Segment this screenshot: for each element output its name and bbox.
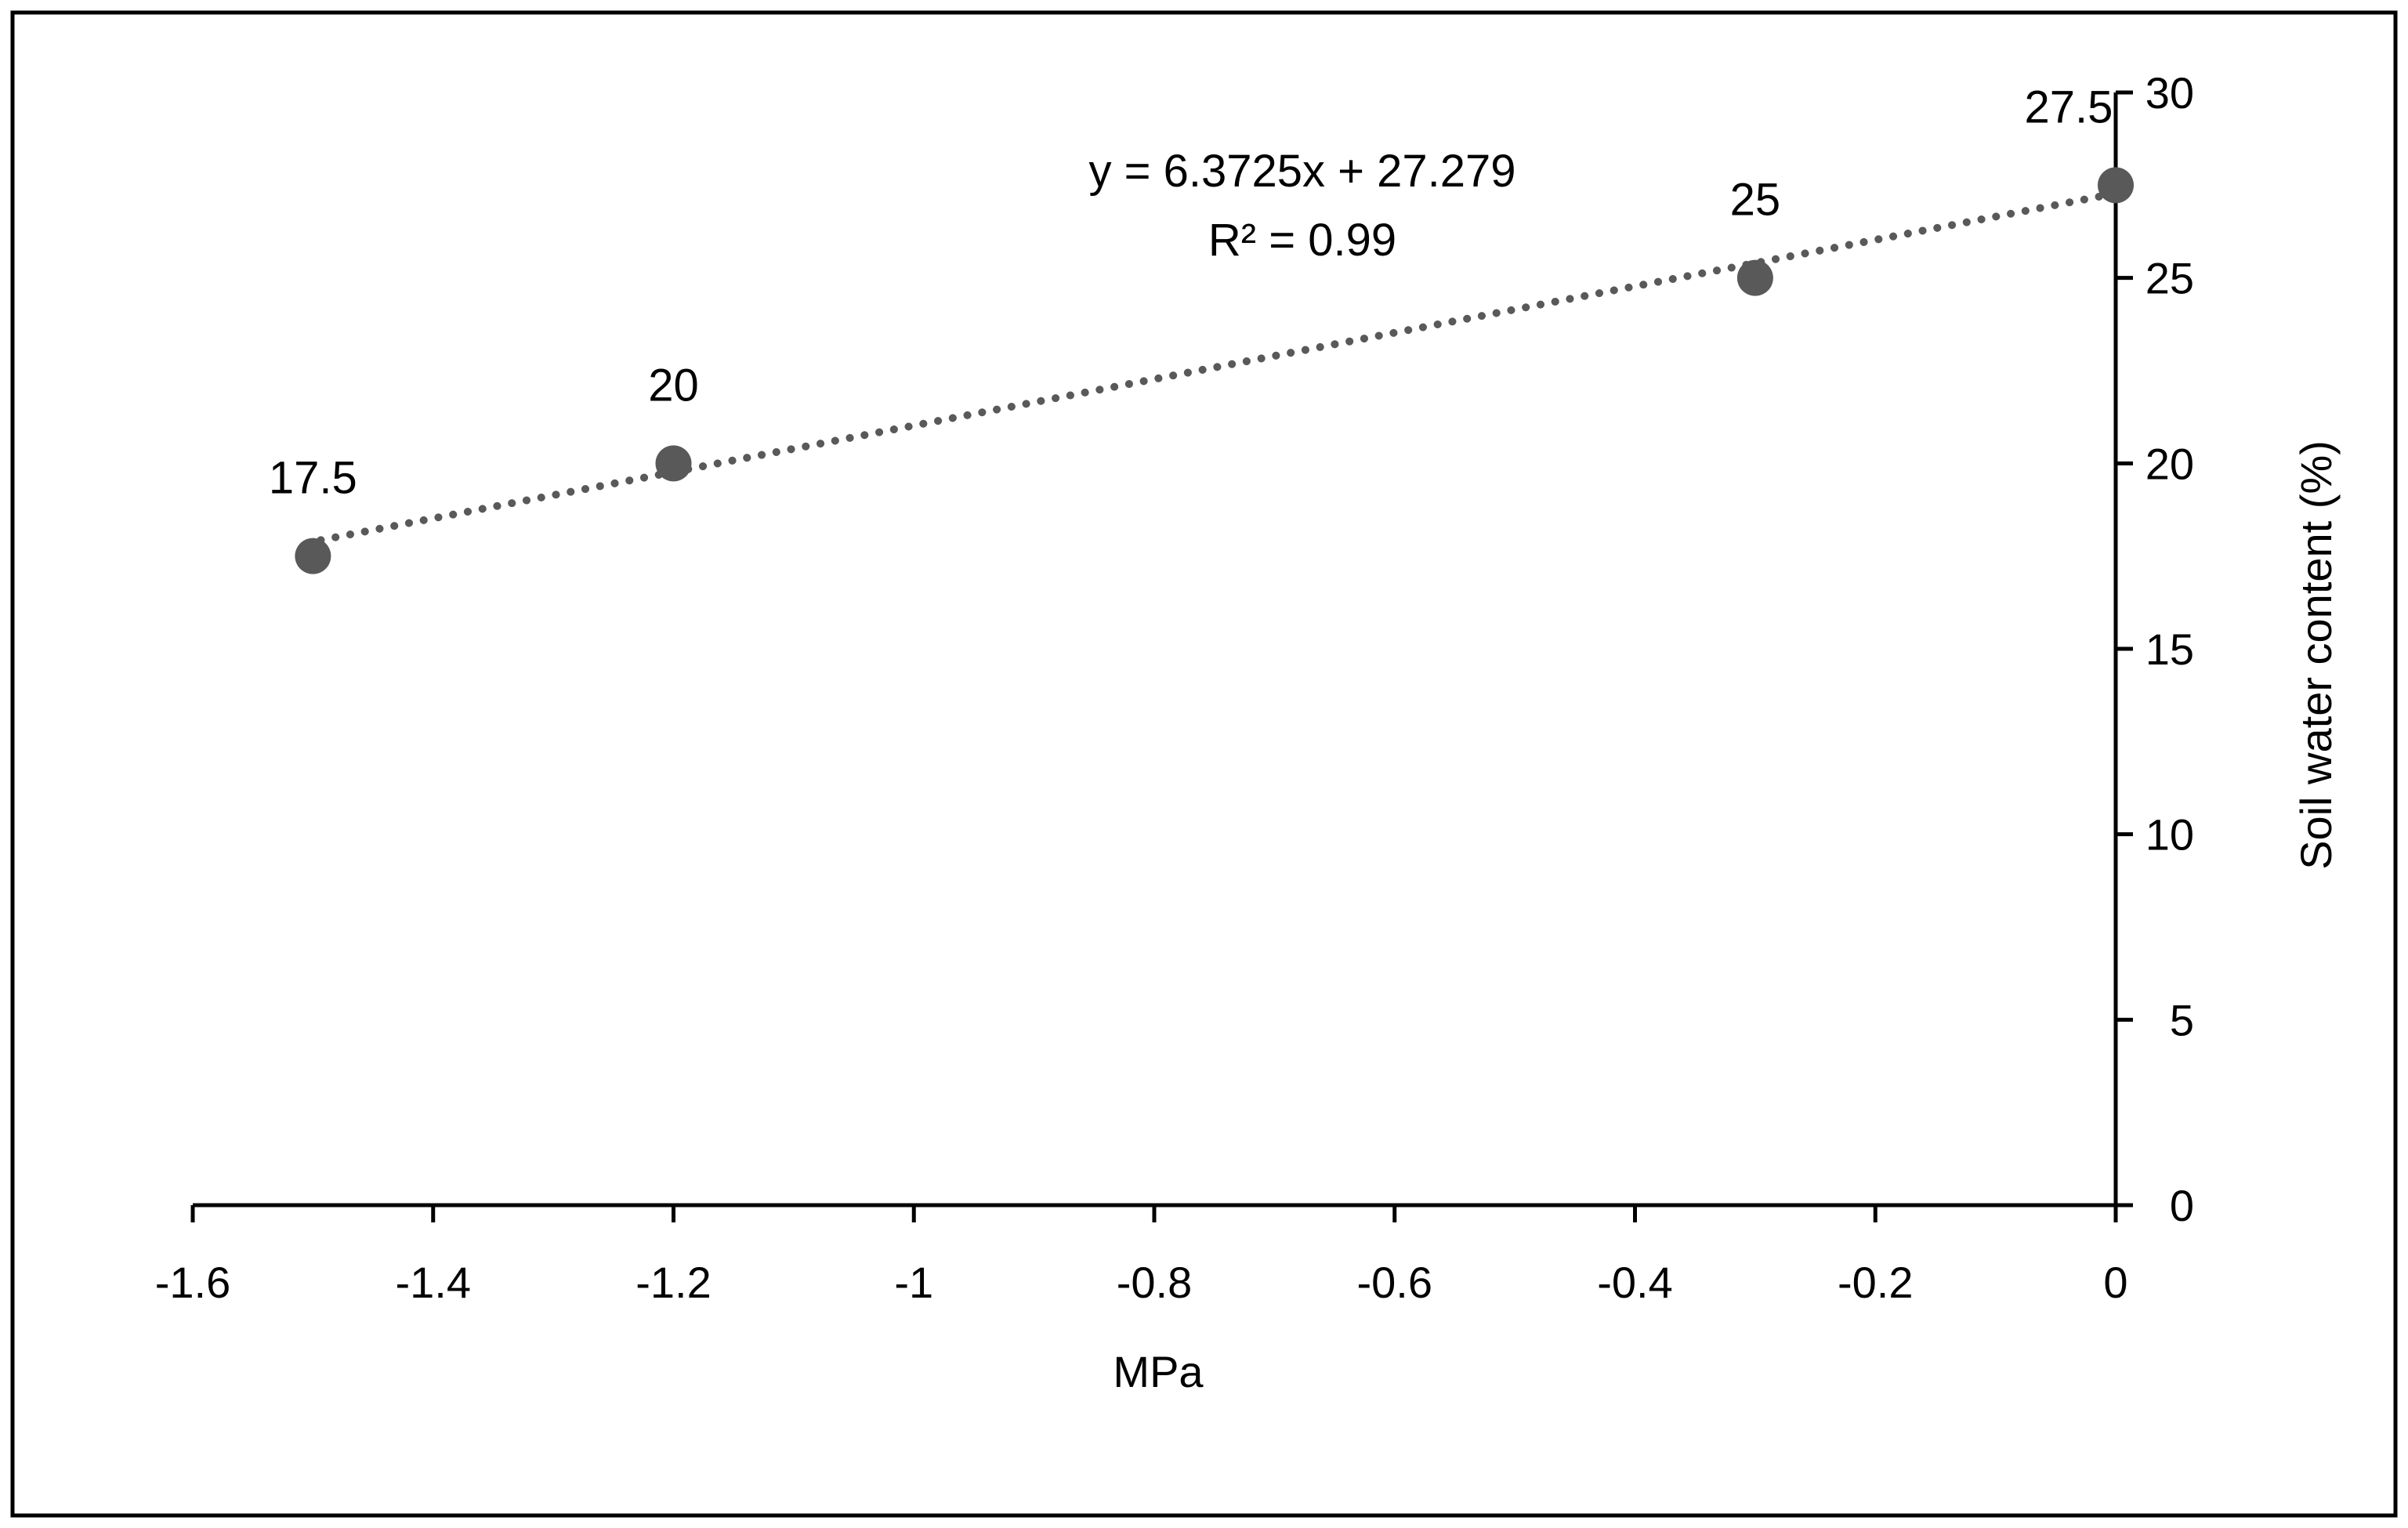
data-point (655, 445, 692, 482)
y-tick-label: 30 (2145, 68, 2194, 118)
trendline-equation: y = 6.3725x + 27.279 (1089, 146, 1516, 197)
data-label: 20 (648, 360, 699, 411)
trendline (317, 190, 2112, 545)
data-point (2098, 167, 2134, 204)
x-tick-label: -1.4 (396, 1258, 472, 1307)
data-points (295, 167, 2134, 574)
y-tick-label: 5 (2170, 995, 2194, 1045)
y-tick-label: 20 (2145, 439, 2194, 488)
x-tick-label: -1.6 (155, 1258, 231, 1307)
data-label: 17.5 (269, 453, 357, 504)
trendline-r-squared: R² = 0.99 (1208, 215, 1396, 266)
x-tick-label: -0.2 (1838, 1258, 1914, 1307)
x-tick-label: -0.6 (1357, 1258, 1433, 1307)
data-label: 25 (1730, 175, 1781, 226)
data-labels: 17.5 20 25 27.5 (269, 81, 2113, 503)
data-label: 27.5 (2025, 81, 2113, 132)
x-tick-label: -0.4 (1597, 1258, 1673, 1307)
x-axis-title: MPa (1113, 1347, 1204, 1396)
x-tick-label: -1 (894, 1258, 933, 1307)
y-ticks: 0 5 10 15 20 25 30 (2116, 68, 2194, 1230)
x-tick-label: -0.8 (1117, 1258, 1193, 1307)
x-ticks: -1.6 -1.4 -1.2 -1 -0.8 -0.6 -0.4 -0.2 0 (155, 1205, 2128, 1307)
y-tick-label: 15 (2145, 625, 2194, 674)
chart-border (10, 10, 2398, 1518)
x-tick-label: -1.2 (635, 1258, 712, 1307)
x-axis: -1.6 -1.4 -1.2 -1 -0.8 -0.6 -0.4 -0.2 0 (155, 1203, 2128, 1307)
x-tick-label: 0 (2103, 1258, 2127, 1307)
y-tick-label: 0 (2170, 1181, 2194, 1230)
data-point (295, 538, 331, 574)
y-tick-label: 25 (2145, 254, 2194, 303)
y-axis: 0 5 10 15 20 25 30 (2113, 68, 2194, 1230)
y-tick-label: 10 (2145, 810, 2194, 860)
y-axis-title: Soil water content (%) (2291, 440, 2341, 870)
data-point (1736, 259, 1773, 296)
